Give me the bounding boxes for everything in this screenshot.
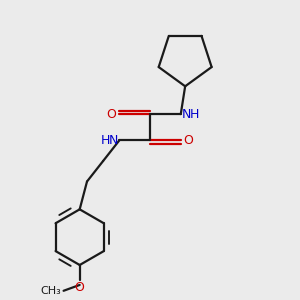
Text: O: O xyxy=(106,108,116,121)
Text: H: H xyxy=(190,108,199,121)
Text: H: H xyxy=(101,134,110,147)
Text: N: N xyxy=(182,108,192,121)
Text: N: N xyxy=(108,134,118,147)
Text: CH₃: CH₃ xyxy=(40,286,61,296)
Text: O: O xyxy=(75,281,85,294)
Text: O: O xyxy=(184,134,194,147)
